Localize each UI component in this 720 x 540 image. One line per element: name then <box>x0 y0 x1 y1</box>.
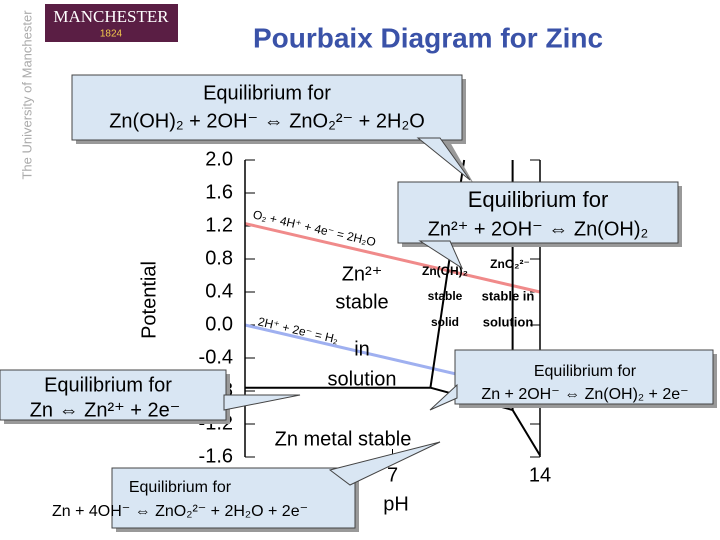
region-label: Zn metal stable <box>275 428 412 450</box>
callout <box>111 467 356 529</box>
region-label: solution <box>328 368 397 390</box>
callout-pointer <box>429 383 458 411</box>
x-axis-label: pH <box>383 493 409 515</box>
callout-pointer <box>416 137 471 181</box>
y-tick-label: 0.0 <box>205 313 233 335</box>
callout-pointer <box>418 240 464 270</box>
region-label: solution <box>483 314 534 329</box>
boundary-line <box>244 222 541 294</box>
region-label: stable <box>335 291 388 313</box>
region-label: stable in <box>482 288 535 303</box>
logo-year: 1824 <box>100 29 123 40</box>
region-label: in <box>354 338 370 360</box>
y-tick-label: 1.6 <box>205 181 233 203</box>
callout-title: Equilibrium for <box>468 187 609 212</box>
callout <box>71 74 463 141</box>
x-tick-label: 7 <box>387 464 398 486</box>
callouts: Equilibrium for Zn(OH)₂ + 2OH⁻ ⇔ ZnO₂²⁻ … <box>0 74 717 532</box>
y-tick-label: 2.0 <box>205 148 233 170</box>
callout <box>397 181 679 244</box>
region-label: Zn²⁺ <box>342 263 383 285</box>
region-label: Zn(OH)₂ <box>422 264 468 278</box>
y-tick-label: 1.2 <box>205 214 233 236</box>
title: Pourbaix Diagram for Zinc <box>253 22 603 53</box>
callout <box>0 369 227 421</box>
callout-text: Zn ⇔ Zn²⁺ + 2e⁻ <box>30 399 181 421</box>
callout-pointer <box>328 441 441 486</box>
callout <box>454 349 714 405</box>
line-label: 2H⁺ + 2e⁻ = H₂ <box>257 314 340 346</box>
x-tick-label: 14 <box>529 464 551 486</box>
y-axis-label: Potential <box>138 261 160 339</box>
university: The University of Manchester <box>19 10 34 180</box>
callout-title: Equilibrium for <box>534 363 637 380</box>
y-tick-label: -0.4 <box>199 346 233 368</box>
logo: MANCHESTER <box>53 7 169 26</box>
callout-title: Equilibrium for <box>129 479 232 496</box>
callout-text: Zn + 2OH⁻ ⇔ Zn(OH)₂ + 2e⁻ <box>481 386 688 403</box>
y-tick-label: 0.8 <box>205 247 233 269</box>
callout-text: Zn²⁺ + 2OH⁻ ⇔ Zn(OH)₂ <box>428 218 649 240</box>
callout-title: Equilibrium for <box>203 82 331 104</box>
callout-pointer <box>223 394 301 411</box>
callout-title: Equilibrium for <box>44 374 172 396</box>
logo-box <box>45 4 178 42</box>
callout-text: Zn(OH)₂ + 2OH⁻ ⇔ ZnO₂²⁻ + 2H₂O <box>109 110 425 132</box>
region-label: ZnO₂²⁻ <box>490 257 530 271</box>
region-label: solid <box>431 315 459 329</box>
region-label: stable <box>428 289 463 303</box>
y-tick-label: -1.6 <box>199 445 233 467</box>
y-tick-label: 0.4 <box>205 280 233 302</box>
callout-text: Zn + 4OH⁻ ⇔ ZnO₂²⁻ + 2H₂O + 2e⁻ <box>52 503 308 520</box>
